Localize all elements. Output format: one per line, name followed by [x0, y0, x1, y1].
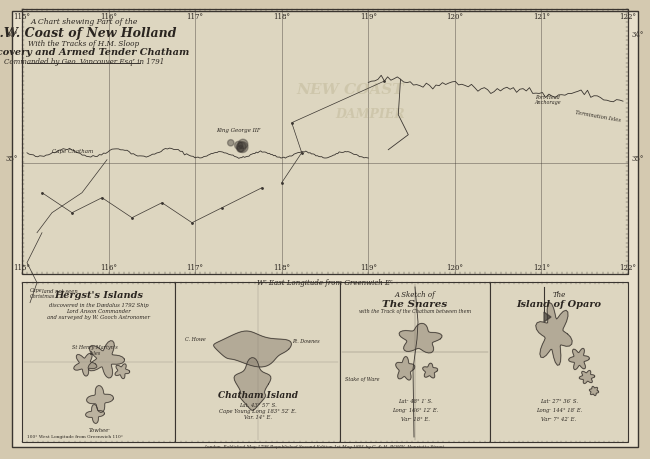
Text: land not seen: land not seen [42, 288, 78, 293]
Text: Lat. 43° 57′ S.
Cape Young Long 183° 52′ E.
Var. 14° E.: Lat. 43° 57′ S. Cape Young Long 183° 52′… [218, 402, 296, 419]
Polygon shape [237, 146, 244, 153]
Text: 122°: 122° [619, 263, 636, 271]
Bar [340, 282, 490, 442]
Text: Cape Chatham: Cape Chatham [52, 148, 93, 153]
Text: With the Tracks of H.M. Sloop: With the Tracks of H.M. Sloop [29, 40, 140, 48]
Text: Chatham Island: Chatham Island [218, 390, 298, 399]
Polygon shape [237, 142, 248, 153]
Text: 35°: 35° [632, 154, 644, 162]
Text: 121°: 121° [533, 263, 550, 271]
Text: Island of Oparo: Island of Oparo [517, 299, 601, 308]
Text: 100° West Longitude from Greenwich 110°: 100° West Longitude from Greenwich 110° [27, 434, 123, 438]
Text: Hergst's Islands: Hergst's Islands [54, 291, 143, 299]
Text: 119°: 119° [360, 263, 377, 271]
Text: The: The [552, 291, 566, 298]
Polygon shape [88, 341, 124, 378]
Text: 119°: 119° [360, 13, 377, 21]
Text: The Snares: The Snares [382, 299, 448, 308]
Bar [175, 282, 340, 442]
Text: Port Head
Anchorage: Port Head Anchorage [535, 95, 562, 105]
Polygon shape [239, 140, 248, 150]
Polygon shape [569, 348, 590, 370]
Polygon shape [396, 357, 415, 380]
Text: Latʳ 27° 36′ S.: Latʳ 27° 36′ S. [540, 398, 578, 403]
Text: Termination Isles: Termination Isles [575, 110, 621, 123]
Polygon shape [86, 386, 113, 413]
Text: 120°: 120° [447, 263, 463, 271]
Text: Longʳ 144° 18′ E.: Longʳ 144° 18′ E. [536, 407, 582, 412]
Polygon shape [234, 358, 271, 410]
Text: C. Howe: C. Howe [185, 337, 206, 342]
Text: 117°: 117° [187, 263, 203, 271]
Text: Commanded by Geo. Vancouver Esqʳ in 1791: Commanded by Geo. Vancouver Esqʳ in 1791 [4, 58, 164, 66]
Polygon shape [86, 405, 105, 424]
Bar [22, 10, 628, 274]
Text: 35°: 35° [6, 154, 18, 162]
Text: S.W. Coast of New Holland: S.W. Coast of New Holland [0, 27, 177, 40]
Text: Cape
Christmas: Cape Christmas [30, 287, 55, 298]
Text: 115°: 115° [14, 263, 31, 271]
Polygon shape [227, 140, 234, 146]
Polygon shape [237, 143, 246, 152]
Polygon shape [399, 324, 442, 353]
Text: 120°: 120° [447, 13, 463, 21]
Text: discovered in the Dædalus 1792 Ship
Lord Anson Commander
and surveyed by W. Gooc: discovered in the Dædalus 1792 Ship Lord… [47, 302, 150, 319]
Text: 116°: 116° [100, 263, 117, 271]
Text: 34°: 34° [6, 31, 18, 39]
Text: Discovery and Armed Tender Chatham: Discovery and Armed Tender Chatham [0, 48, 189, 57]
Polygon shape [544, 312, 551, 322]
Polygon shape [73, 353, 97, 376]
Bar [490, 282, 628, 442]
Text: A Sketch of: A Sketch of [395, 291, 436, 298]
Text: London. Published May 1798 Republished Second Edition 1st May 1801 by C. & H. BO: London. Published May 1798 Republished S… [204, 444, 446, 448]
Polygon shape [214, 331, 291, 367]
Polygon shape [536, 303, 572, 365]
Text: 121°: 121° [533, 13, 550, 21]
Text: 122°: 122° [619, 13, 636, 21]
Text: with the Track of the Chatham between them: with the Track of the Chatham between th… [359, 308, 471, 313]
Text: 118°: 118° [273, 13, 290, 21]
Bar [22, 282, 175, 442]
Polygon shape [590, 386, 599, 396]
Text: NEW COAST: NEW COAST [296, 83, 404, 97]
Polygon shape [235, 142, 242, 150]
Text: 118°: 118° [273, 263, 290, 271]
Text: Longʳ 166° 12′ E.: Longʳ 166° 12′ E. [392, 407, 438, 412]
Polygon shape [579, 371, 595, 384]
Text: King George IIIʳ: King George IIIʳ [216, 128, 261, 132]
Text: Latʳ 48° 1′ S.: Latʳ 48° 1′ S. [398, 398, 432, 403]
Text: Pt. Downes: Pt. Downes [292, 339, 320, 344]
Text: Varʳ 18° E.: Varʳ 18° E. [400, 416, 430, 421]
Text: St Henry Martyn's
Isles: St Henry Martyn's Isles [72, 344, 118, 355]
Text: DAMPIER: DAMPIER [335, 108, 405, 121]
Text: Varʳ 7° 42′ E.: Varʳ 7° 42′ E. [541, 416, 577, 421]
Text: 117°: 117° [187, 13, 203, 21]
Text: Towheeʳ: Towheeʳ [89, 427, 111, 432]
Text: Stake of Ware: Stake of Ware [345, 377, 380, 382]
Text: 115°: 115° [14, 13, 31, 21]
Polygon shape [115, 364, 130, 379]
Text: 34°: 34° [632, 31, 644, 39]
Text: A Chart shewing Part of the: A Chart shewing Part of the [31, 18, 138, 26]
Text: Wʳ East Longitude from Greenwich Eʳ: Wʳ East Longitude from Greenwich Eʳ [257, 279, 393, 286]
Polygon shape [422, 364, 437, 378]
Text: 116°: 116° [100, 13, 117, 21]
